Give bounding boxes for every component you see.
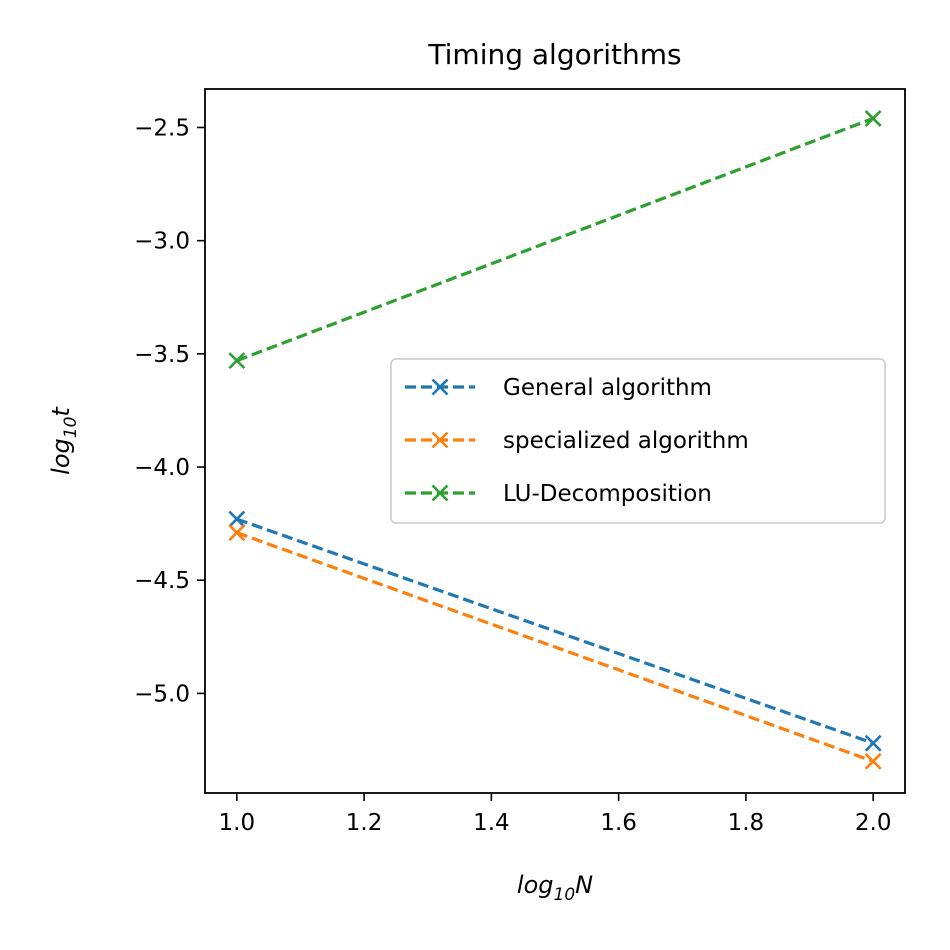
x-tick-label: 1.0 <box>219 810 256 836</box>
y-tick-label: −5.0 <box>134 681 190 707</box>
y-axis-label-variable: t <box>47 406 75 417</box>
series-0-marker <box>864 734 882 752</box>
series-layer <box>228 110 882 770</box>
series-line-1 <box>236 531 874 763</box>
y-axis-label-subscript: 10 <box>61 417 81 439</box>
series-line-0 <box>236 517 874 745</box>
legend-label-2: LU-Decomposition <box>503 481 712 507</box>
x-tick-label: 1.6 <box>600 810 637 836</box>
y-tick-label: −2.5 <box>134 115 190 141</box>
legend-label-0: General algorithm <box>503 375 712 401</box>
legend-box <box>390 358 886 524</box>
y-axis-label-base: log <box>47 438 75 475</box>
y-tick-label: −4.0 <box>134 455 190 481</box>
x-axis: 1.0 1.2 1.4 1.6 1.8 2.0 <box>219 793 892 836</box>
x-tick-label: 1.8 <box>728 810 765 836</box>
series-2-marker <box>864 110 882 127</box>
x-axis-label-base: log <box>517 871 554 899</box>
legend-marker-0 <box>431 378 449 396</box>
series-2-marker <box>228 352 246 370</box>
x-tick-label: 1.4 <box>473 810 510 836</box>
x-tick-label: 1.2 <box>346 810 383 836</box>
legend: General algorithm specialized algorithm LU… <box>390 358 886 524</box>
y-tick-label: −3.0 <box>134 229 190 255</box>
legend-label-1: specialized algorithm <box>503 428 749 454</box>
legend-marker-1 <box>431 431 449 449</box>
chart-title: Timing algorithms <box>427 38 681 71</box>
y-axis-label: log10t <box>47 406 81 475</box>
series-line-2 <box>236 116 874 363</box>
legend-marker-2 <box>431 484 449 502</box>
x-tick-label: 2.0 <box>855 810 892 836</box>
y-tick-label: −3.5 <box>134 342 190 368</box>
x-axis-label-subscript: 10 <box>554 885 576 905</box>
x-axis-label: log10N <box>517 871 593 905</box>
plot-frame <box>204 88 906 794</box>
series-1-marker <box>864 752 882 770</box>
y-tick-label: −4.5 <box>134 568 190 594</box>
series-0-marker <box>228 510 246 528</box>
series-1-marker <box>228 524 246 542</box>
x-axis-label-variable: N <box>575 871 593 899</box>
y-axis: −2.5 −3.0 −3.5 −4.0 −4.5 −5.0 <box>134 115 205 707</box>
